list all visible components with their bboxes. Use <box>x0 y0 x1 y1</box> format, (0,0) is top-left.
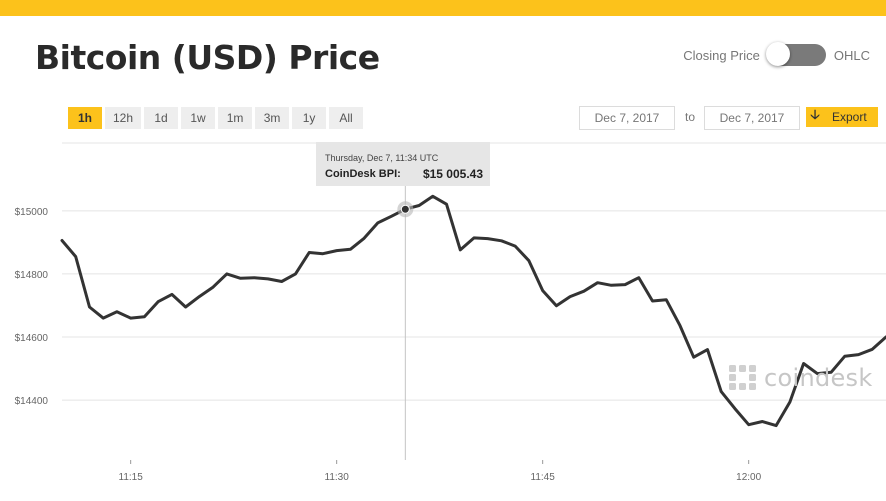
series-line <box>60 194 886 428</box>
ohlc-label: OHLC <box>833 47 870 63</box>
range-button-1y[interactable]: 1y <box>292 107 327 129</box>
y-tick-label: $14800 <box>15 270 49 281</box>
date-to-input[interactable]: Dec 7, 2017 <box>704 106 800 130</box>
download-arrow-icon: 🡣 <box>810 107 820 122</box>
tooltip-label: CoinDesk BPI: <box>325 168 401 180</box>
watermark-text: coindesk <box>764 364 873 392</box>
x-tick-label: 11:45 <box>531 472 556 483</box>
coindesk-logo-icon <box>729 365 756 390</box>
coindesk-watermark: coindesk <box>728 364 873 392</box>
tooltip-value: $15 005.43 <box>422 167 483 181</box>
tooltip-date: Thursday, Dec 7, 11:34 UTC <box>325 153 439 163</box>
x-tick-label: 11:15 <box>119 472 144 483</box>
range-button-3m[interactable]: 3m <box>255 107 290 129</box>
export-button[interactable]: 🡣 Export <box>806 107 878 127</box>
page-title: Bitcoin (USD) Price <box>35 38 380 77</box>
range-button-all[interactable]: All <box>329 107 364 129</box>
x-tick-label: 11:30 <box>325 472 350 483</box>
date-from-input[interactable]: Dec 7, 2017 <box>579 106 675 130</box>
price-tooltip: Thursday, Dec 7, 11:34 UTC CoinDesk BPI:… <box>316 142 490 186</box>
y-tick-label: $14400 <box>15 396 49 407</box>
top-accent-bar <box>0 0 886 16</box>
time-range-buttons: 1h 12h 1d 1w 1m 3m 1y All <box>68 107 364 129</box>
range-button-1w[interactable]: 1w <box>181 107 216 129</box>
export-label: Export <box>832 110 867 124</box>
date-range-to-label: to <box>685 110 696 124</box>
y-tick-label: $14600 <box>15 333 49 344</box>
range-button-1m[interactable]: 1m <box>218 107 253 129</box>
chart-mode-toggle[interactable] <box>765 42 826 66</box>
toggle-knob <box>765 42 790 66</box>
y-tick-label: $15000 <box>15 207 49 218</box>
range-button-12h[interactable]: 12h <box>105 107 142 129</box>
range-button-1d[interactable]: 1d <box>144 107 179 129</box>
range-button-1h[interactable]: 1h <box>68 107 102 129</box>
highlight-point <box>400 204 410 214</box>
closing-price-label: Closing Price <box>683 47 760 63</box>
x-tick-label: 12:00 <box>736 472 761 483</box>
chart-mode-toggle-group: Closing Price OHLC <box>683 40 870 70</box>
